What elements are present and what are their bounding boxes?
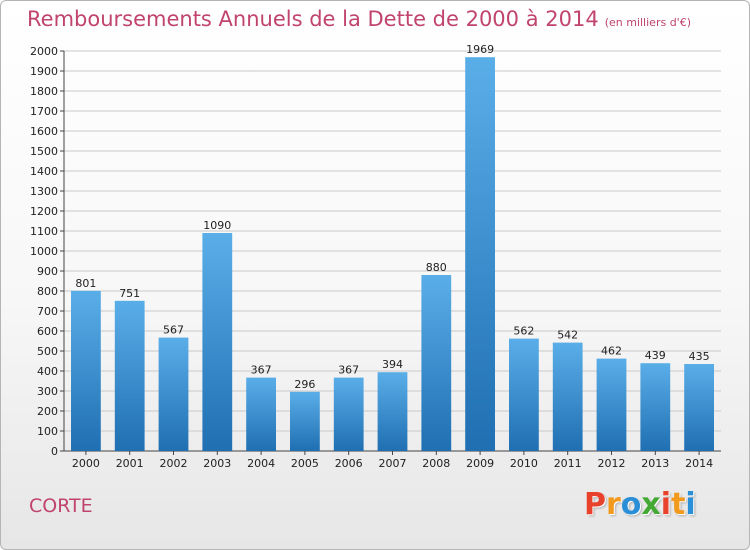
y-tick-label: 1300 — [30, 185, 58, 198]
x-tick-label: 2003 — [203, 457, 231, 470]
y-tick-label: 300 — [37, 385, 58, 398]
y-tick-label: 200 — [37, 405, 58, 418]
y-tick-label: 400 — [37, 365, 58, 378]
x-tick-label: 2011 — [554, 457, 582, 470]
bar-value-label: 367 — [338, 364, 359, 377]
bar-value-label: 542 — [557, 329, 578, 342]
y-tick-label: 1600 — [30, 125, 58, 138]
x-tick-label: 2013 — [641, 457, 669, 470]
bar — [596, 358, 627, 451]
bar — [246, 377, 276, 451]
bar — [640, 363, 671, 451]
y-tick-label: 1500 — [30, 145, 58, 158]
bar — [465, 57, 495, 451]
proxiti-logo: Proxiti — [584, 487, 696, 522]
x-tick-label: 2009 — [466, 457, 494, 470]
bar-value-label: 462 — [601, 345, 622, 358]
x-tick-label: 2001 — [116, 457, 144, 470]
bar-value-label: 394 — [382, 358, 403, 371]
logo-letter: t — [671, 487, 686, 522]
x-tick-label: 2007 — [379, 457, 407, 470]
x-tick-label: 2010 — [510, 457, 538, 470]
bar — [333, 377, 364, 451]
chart-title-text: Remboursements Annuels de la Dette de 20… — [27, 7, 599, 31]
x-tick-label: 2005 — [291, 457, 319, 470]
bar-value-label: 435 — [689, 350, 710, 363]
bar-value-label: 801 — [75, 277, 96, 290]
y-tick-label: 700 — [37, 305, 58, 318]
bar — [552, 342, 583, 451]
bar — [684, 364, 714, 451]
bar-value-label: 296 — [294, 378, 315, 391]
y-tick-label: 100 — [37, 425, 58, 438]
bar-value-label: 751 — [119, 287, 140, 300]
city-name: CORTE — [29, 495, 93, 517]
x-tick-label: 2004 — [247, 457, 275, 470]
logo-letter: r — [606, 487, 621, 522]
bar-value-label: 367 — [251, 364, 272, 377]
x-tick-label: 2006 — [335, 457, 363, 470]
logo-letter: i — [685, 487, 696, 522]
bar — [290, 391, 320, 451]
bar — [377, 372, 408, 451]
y-tick-label: 1100 — [30, 225, 58, 238]
logo-letter: i — [660, 487, 672, 522]
y-tick-label: 600 — [37, 325, 58, 338]
y-tick-label: 800 — [37, 285, 58, 298]
y-tick-label: 900 — [37, 265, 58, 278]
x-tick-label: 2002 — [160, 457, 188, 470]
y-tick-label: 1800 — [30, 85, 58, 98]
bar — [421, 275, 452, 451]
bar — [202, 233, 233, 451]
bar-value-label: 439 — [645, 349, 666, 362]
bar-value-label: 1090 — [203, 219, 231, 232]
y-tick-label: 2000 — [30, 45, 58, 58]
chart-unit: (en milliers d'€) — [604, 16, 691, 29]
y-tick-label: 0 — [51, 445, 58, 458]
bar-value-label: 880 — [426, 261, 447, 274]
bar-value-label: 567 — [163, 324, 184, 337]
x-tick-label: 2014 — [685, 457, 713, 470]
y-tick-label: 1200 — [30, 205, 58, 218]
logo-letter: o — [620, 487, 642, 522]
x-tick-label: 2008 — [422, 457, 450, 470]
bar — [509, 338, 539, 451]
bar — [71, 290, 101, 451]
chart-title: Remboursements Annuels de la Dette de 20… — [27, 7, 691, 31]
y-tick-label: 1400 — [30, 165, 58, 178]
y-tick-label: 1700 — [30, 105, 58, 118]
y-tick-label: 1000 — [30, 245, 58, 258]
bar-value-label: 562 — [513, 325, 534, 338]
bar — [158, 337, 189, 451]
logo-letter: x — [641, 487, 661, 522]
logo-letter: P — [584, 487, 606, 522]
y-tick-label: 1900 — [30, 65, 58, 78]
bar — [114, 300, 145, 451]
bar-value-label: 1969 — [466, 43, 494, 56]
x-tick-label: 2000 — [72, 457, 100, 470]
x-tick-label: 2012 — [598, 457, 626, 470]
y-tick-label: 500 — [37, 345, 58, 358]
